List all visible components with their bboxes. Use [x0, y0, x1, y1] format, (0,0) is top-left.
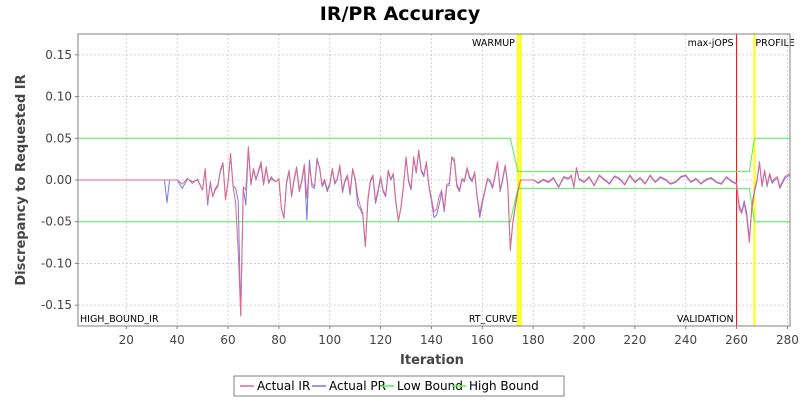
y-tick-label: -0.15	[41, 298, 72, 312]
series-group	[78, 137, 791, 317]
plot-area: WARMUP RT_CURVE max-jOPS VALIDATION PROFILE H…	[77, 33, 795, 327]
x-tick-label: 200	[573, 333, 596, 347]
x-axis-ticks: 20 40 60 80 100 120 140 160 180 200 220 240 260 280	[119, 326, 799, 347]
x-tick-label: 260	[725, 333, 748, 347]
series-line-actual-ir	[78, 146, 791, 317]
phase-marker-label: RT_CURVE	[469, 314, 518, 325]
phase-marker-label: PROFILE	[755, 38, 794, 49]
y-tick-label: 0.00	[45, 173, 72, 187]
legend-label: Low Bound	[397, 379, 463, 393]
x-tick-label: 20	[119, 333, 134, 347]
y-tick-label: -0.05	[41, 215, 72, 229]
x-tick-label: 180	[522, 333, 545, 347]
phase-marker-labels: WARMUP RT_CURVE max-jOPS VALIDATION PROFILE H…	[80, 38, 795, 325]
legend-box	[233, 375, 565, 397]
legend-label: Actual PR	[329, 379, 386, 393]
x-axis-label: Iteration	[400, 353, 464, 368]
phase-marker-label: WARMUP	[472, 38, 515, 49]
x-tick-label: 120	[369, 333, 392, 347]
x-tick-label: 280	[776, 333, 799, 347]
x-tick-label: 240	[674, 333, 697, 347]
phase-marker-label: HIGH_BOUND_IR	[80, 314, 159, 325]
x-tick-label: 80	[271, 333, 286, 347]
x-tick-label: 220	[623, 333, 646, 347]
y-axis-label: Discrepancy to Requested IR	[14, 74, 29, 285]
y-tick-label: 0.15	[45, 48, 72, 62]
phase-marker-label: VALIDATION	[677, 314, 734, 325]
chart-title: IR/PR Accuracy	[320, 3, 481, 25]
y-axis-ticks: -0.15 -0.10 -0.05 0.00 0.05 0.10 0.15	[41, 48, 78, 312]
legend-label: High Bound	[469, 379, 539, 393]
x-tick-label: 140	[420, 333, 443, 347]
legend: Actual IR Actual PR Low Bound High Bound	[233, 375, 565, 397]
y-tick-label: 0.05	[45, 131, 72, 145]
x-tick-label: 60	[220, 333, 235, 347]
y-tick-label: 0.10	[45, 90, 72, 104]
series-line-low-bound	[78, 187, 790, 223]
series-line-high-bound	[78, 137, 790, 173]
y-tick-label: -0.10	[41, 256, 72, 270]
legend-items: Actual IR Actual PR Low Bound High Bound	[240, 379, 539, 393]
legend-label: Actual IR	[257, 379, 310, 393]
phase-marker-label: max-jOPS	[688, 38, 734, 49]
x-tick-label: 160	[471, 333, 494, 347]
x-tick-label: 40	[170, 333, 185, 347]
x-tick-label: 100	[318, 333, 341, 347]
